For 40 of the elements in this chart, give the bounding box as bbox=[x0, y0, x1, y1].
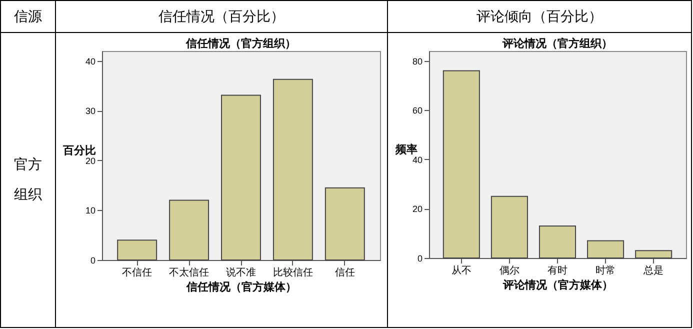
x-tick-label: 不信任 bbox=[122, 266, 152, 278]
chart-title: 信任情况（官方组织） bbox=[185, 37, 296, 50]
text: 评论倾向（百分比） bbox=[476, 8, 602, 26]
x-tick-label: 从不 bbox=[451, 264, 472, 276]
x-axis-title: 信任情况（官方媒体） bbox=[186, 280, 296, 294]
bar bbox=[324, 187, 365, 260]
x-tick-label: 信任 bbox=[334, 266, 355, 278]
y-tick-label: 60 bbox=[412, 106, 422, 116]
x-axis-title: 评论情况（官方媒体） bbox=[502, 278, 613, 292]
x-tick-label: 有时 bbox=[548, 264, 568, 276]
y-tick-label: 40 bbox=[412, 154, 422, 165]
text: 官方组织 bbox=[13, 156, 43, 205]
text: 信任情况（百分比） bbox=[158, 8, 284, 26]
text: 信源 bbox=[14, 8, 42, 26]
x-tick-label: 比较信任 bbox=[272, 266, 313, 278]
chart-title: 评论情况（官方组织） bbox=[502, 37, 612, 50]
bar bbox=[169, 200, 210, 260]
x-tick-label: 说不准 bbox=[226, 266, 256, 278]
x-tick-label: 总是 bbox=[642, 264, 664, 276]
bar bbox=[490, 196, 528, 258]
y-axis-title: 频率 bbox=[394, 143, 418, 156]
bar bbox=[117, 240, 158, 260]
bar bbox=[635, 250, 672, 258]
x-tick-label: 时常 bbox=[596, 264, 616, 276]
y-tick-label: 0 bbox=[90, 256, 96, 266]
y-tick-label: 20 bbox=[412, 204, 422, 214]
y-tick-label: 80 bbox=[412, 56, 422, 66]
y-tick-label: 10 bbox=[85, 206, 96, 216]
x-tick-label: 偶尔 bbox=[499, 264, 520, 276]
bar bbox=[442, 70, 480, 258]
y-tick-label: 0 bbox=[417, 254, 422, 264]
bar bbox=[272, 78, 313, 260]
y-tick-label: 30 bbox=[85, 106, 96, 116]
bar bbox=[221, 94, 261, 260]
y-tick-label: 20 bbox=[85, 156, 96, 166]
y-tick-label: 40 bbox=[85, 56, 96, 66]
y-axis-title: 百分比 bbox=[62, 144, 96, 157]
x-tick-label: 不太信任 bbox=[169, 266, 210, 278]
bar bbox=[538, 225, 576, 258]
bar bbox=[587, 240, 624, 258]
